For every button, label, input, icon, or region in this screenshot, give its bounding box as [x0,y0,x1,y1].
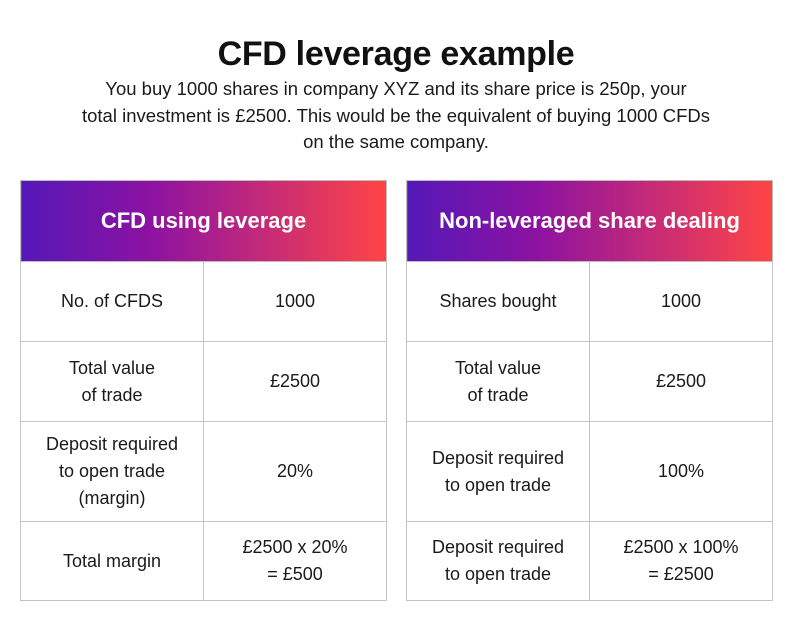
row-label: Total margin [20,521,204,601]
intro-paragraph: You buy 1000 shares in company XYZ and i… [40,76,752,156]
label-line: Total value [454,357,542,378]
row-value: 1000 [588,261,774,342]
table-row: Total value of trade £2500 [406,341,774,422]
label-line: to open trade [444,564,552,584]
label-line: Total margin [62,550,162,571]
value-line: = £500 [267,564,323,584]
value-line: £2500 x 100% [623,537,739,557]
row-value: 100% [588,421,774,522]
value-line: 1000 [660,291,702,311]
label-line: of trade [467,384,529,405]
leverage-table: CFD using leverage No. of CFDS 1000 Tota… [19,180,388,601]
label-line: Shares bought [439,291,557,311]
row-label: No. of CFDS [20,261,204,342]
value-line: £2500 [269,371,321,391]
label-line: Total value [68,357,156,378]
label-line: No. of CFDS [60,291,164,311]
row-value: 20% [202,421,388,522]
row-label: Deposit required to open trade [406,521,590,601]
label-line: to open trade [444,474,552,495]
page-title: CFD leverage example [217,34,575,73]
intro-line: total investment is £2500. This would be… [81,104,710,126]
table-row: Deposit required to open trade (margin) … [20,421,388,522]
table-row: No. of CFDS 1000 [20,261,388,342]
label-line: Deposit required [431,537,565,557]
row-value: £2500 [202,341,388,422]
value-line: £2500 [655,371,707,391]
table-row: Total margin £2500 x 20% = £500 [20,521,388,601]
value-line: 100% [657,461,705,481]
label-line: Deposit required [45,434,179,454]
leverage-table-header: CFD using leverage [19,180,388,262]
row-label: Deposit required to open trade (margin) [20,421,204,522]
label-line: (margin) [78,488,146,508]
label-line: of trade [81,384,143,405]
non-leveraged-table: Non-leveraged share dealing Shares bough… [405,180,774,601]
value-line: 20% [276,461,314,481]
table-row: Shares bought 1000 [406,261,774,342]
label-line: Deposit required [431,447,565,468]
intro-line: You buy 1000 shares in company XYZ and i… [105,78,687,99]
row-value: 1000 [202,261,388,342]
table-row: Deposit required to open trade 100% [406,421,774,522]
row-label: Total value of trade [406,341,590,422]
value-line: £2500 x 20% [242,537,348,557]
value-line: = £2500 [648,564,714,584]
row-value: £2500 [588,341,774,422]
row-value: £2500 x 100% = £2500 [588,521,774,601]
row-label: Deposit required to open trade [406,421,590,522]
table-row: Total value of trade £2500 [20,341,388,422]
label-line: to open trade [58,461,166,481]
row-label: Shares bought [406,261,590,342]
value-line: 1000 [274,291,316,311]
row-label: Total value of trade [20,341,204,422]
non-leveraged-table-header: Non-leveraged share dealing [405,180,774,262]
row-value: £2500 x 20% = £500 [202,521,388,601]
table-row: Deposit required to open trade £2500 x 1… [406,521,774,601]
intro-line: on the same company. [303,131,489,152]
